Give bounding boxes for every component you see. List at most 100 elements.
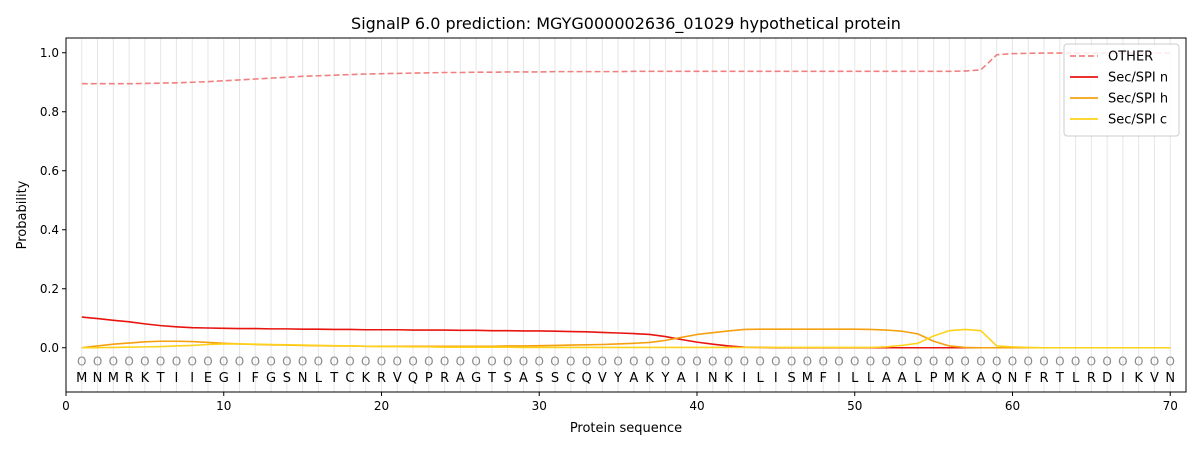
region-label: O bbox=[897, 355, 906, 369]
residue-label: Q bbox=[581, 371, 591, 386]
region-label: O bbox=[913, 355, 922, 369]
residue-label: G bbox=[266, 371, 276, 386]
residue-label: N bbox=[708, 371, 718, 386]
region-label: O bbox=[1039, 355, 1048, 369]
residue-label: I bbox=[1121, 371, 1125, 386]
legend-label-3: Sec/SPI c bbox=[1108, 113, 1167, 128]
region-label: O bbox=[1055, 355, 1064, 369]
residue-label: A bbox=[898, 371, 907, 386]
residue-label: C bbox=[345, 371, 354, 386]
region-label: O bbox=[692, 355, 701, 369]
region-label: O bbox=[724, 355, 733, 369]
sequence-labels: OMONOMOROKOTOIOIOEOGOIOFOGOSONOLOTOCOKOR… bbox=[76, 355, 1175, 386]
y-tick-label: 0.2 bbox=[40, 282, 59, 296]
residue-label: C bbox=[566, 371, 575, 386]
residue-label: R bbox=[125, 371, 134, 386]
residue-label: D bbox=[1102, 371, 1112, 386]
region-label: O bbox=[803, 355, 812, 369]
region-label: O bbox=[219, 355, 228, 369]
residue-label: M bbox=[802, 371, 813, 386]
region-label: O bbox=[771, 355, 780, 369]
region-label: O bbox=[298, 355, 307, 369]
residue-label: L bbox=[1072, 371, 1080, 386]
residue-label: L bbox=[914, 371, 922, 386]
residue-label: V bbox=[598, 371, 607, 386]
residue-label: N bbox=[1008, 371, 1018, 386]
residue-label: K bbox=[645, 371, 654, 386]
x-tick-label: 30 bbox=[532, 399, 547, 413]
series-line-3 bbox=[81, 328, 1171, 349]
region-label: O bbox=[992, 355, 1001, 369]
x-tick-label: 60 bbox=[1005, 399, 1020, 413]
region-label: O bbox=[109, 355, 118, 369]
residue-label: A bbox=[629, 371, 638, 386]
region-label: O bbox=[172, 355, 181, 369]
residue-label: A bbox=[882, 371, 891, 386]
x-tick-label: 70 bbox=[1163, 399, 1178, 413]
residue-label: K bbox=[361, 371, 370, 386]
region-label: O bbox=[629, 355, 638, 369]
residue-label: R bbox=[440, 371, 449, 386]
y-tick-label: 0.4 bbox=[40, 223, 59, 237]
legend-box bbox=[1063, 43, 1180, 137]
residue-label: S bbox=[504, 371, 512, 386]
residue-label: Q bbox=[408, 371, 418, 386]
residue-label: N bbox=[298, 371, 308, 386]
residue-label: M bbox=[944, 371, 955, 386]
region-label: O bbox=[550, 355, 559, 369]
x-axis-label: Protein sequence bbox=[570, 421, 682, 436]
residue-label: S bbox=[283, 371, 291, 386]
region-label: O bbox=[377, 355, 386, 369]
residue-label: K bbox=[141, 371, 150, 386]
region-label: O bbox=[251, 355, 260, 369]
residue-label: K bbox=[1134, 371, 1143, 386]
residue-label: M bbox=[108, 371, 119, 386]
region-label: O bbox=[440, 355, 449, 369]
residue-label: E bbox=[204, 371, 212, 386]
region-label: O bbox=[503, 355, 512, 369]
residue-label: N bbox=[1165, 371, 1175, 386]
region-label: O bbox=[566, 355, 575, 369]
residue-label: T bbox=[1055, 371, 1064, 386]
vertical-grid bbox=[81, 38, 1171, 392]
x-tick-label: 20 bbox=[374, 399, 389, 413]
region-label: O bbox=[1102, 355, 1111, 369]
x-tick-label: 40 bbox=[689, 399, 704, 413]
residue-label: F bbox=[252, 371, 259, 386]
residue-label: V bbox=[1150, 371, 1159, 386]
region-label: O bbox=[1008, 355, 1017, 369]
region-label: O bbox=[361, 355, 370, 369]
region-label: O bbox=[708, 355, 717, 369]
region-label: O bbox=[1150, 355, 1159, 369]
x-tick-label: 50 bbox=[847, 399, 862, 413]
region-label: O bbox=[140, 355, 149, 369]
region-label: O bbox=[266, 355, 275, 369]
residue-label: T bbox=[156, 371, 165, 386]
region-label: O bbox=[613, 355, 622, 369]
residue-label: A bbox=[976, 371, 985, 386]
region-label: O bbox=[235, 355, 244, 369]
region-label: O bbox=[661, 355, 670, 369]
region-label: O bbox=[976, 355, 985, 369]
residue-label: L bbox=[315, 371, 323, 386]
region-label: O bbox=[1118, 355, 1127, 369]
residue-label: A bbox=[456, 371, 465, 386]
residue-label: A bbox=[677, 371, 686, 386]
region-label: O bbox=[1024, 355, 1033, 369]
region-label: O bbox=[582, 355, 591, 369]
region-label: O bbox=[598, 355, 607, 369]
region-label: O bbox=[755, 355, 764, 369]
residue-label: T bbox=[329, 371, 338, 386]
residue-label: F bbox=[819, 371, 826, 386]
region-label: O bbox=[519, 355, 528, 369]
region-label: O bbox=[1071, 355, 1080, 369]
region-label: O bbox=[124, 355, 133, 369]
region-label: O bbox=[676, 355, 685, 369]
region-label: O bbox=[1134, 355, 1143, 369]
residue-label: K bbox=[961, 371, 970, 386]
residue-label: R bbox=[1087, 371, 1096, 386]
residue-label: K bbox=[724, 371, 733, 386]
region-label: O bbox=[187, 355, 196, 369]
residue-label: L bbox=[851, 371, 859, 386]
series-line-2 bbox=[81, 328, 1171, 349]
